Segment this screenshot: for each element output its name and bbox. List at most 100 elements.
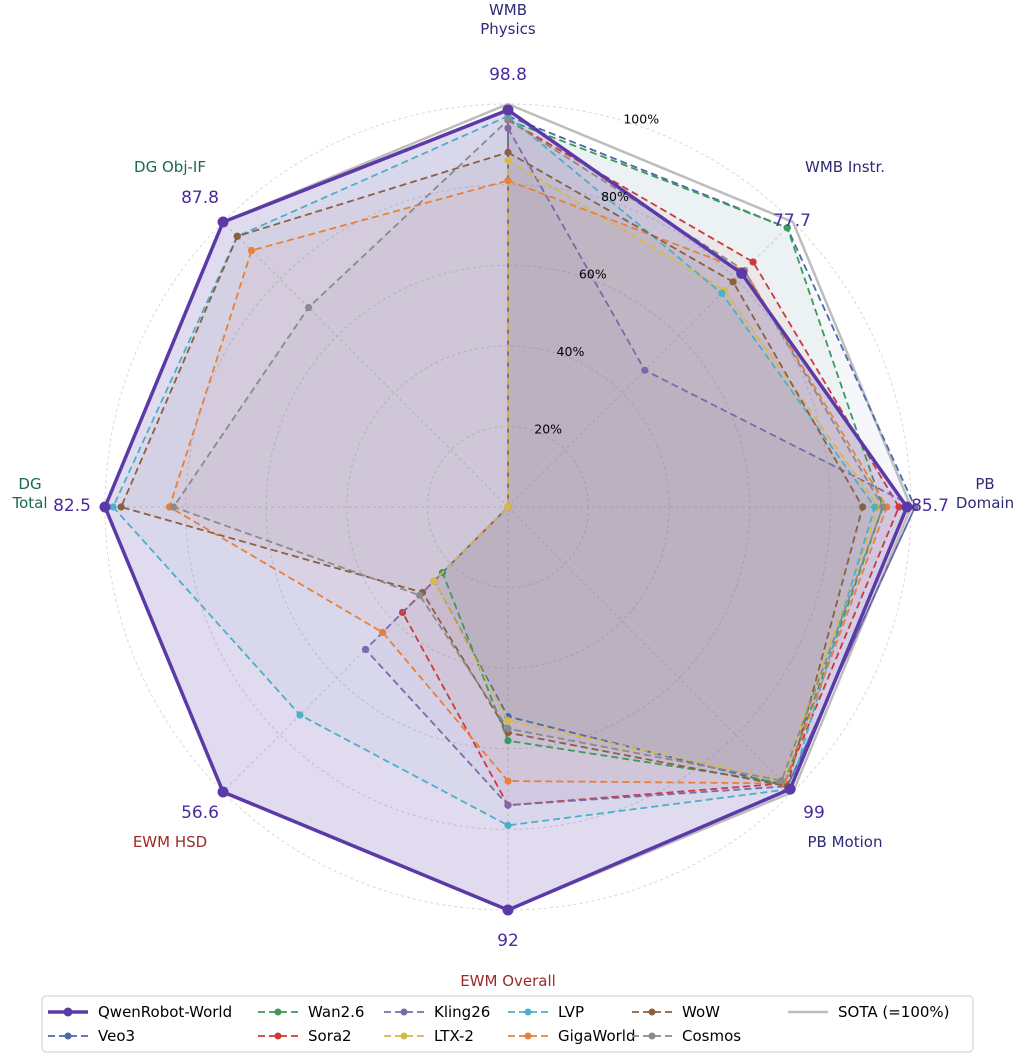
legend-entry: WoW [632, 1003, 720, 1021]
legend-entry: Veo3 [48, 1027, 135, 1045]
legend-marker [400, 1032, 408, 1040]
legend-entry: LTX-2 [384, 1027, 474, 1045]
axis-label: DG Obj-IF [134, 158, 206, 176]
legend-marker [524, 1008, 532, 1016]
series-point [504, 725, 512, 733]
radial-tick-label: 60% [579, 267, 607, 282]
series-point [361, 645, 370, 654]
series-point [783, 224, 791, 232]
series-fill-3 [402, 120, 899, 806]
series-point [504, 124, 512, 132]
legend-label: SOTA (=100%) [838, 1003, 950, 1021]
series-point [718, 289, 726, 297]
legend-entry: GigaWorld [508, 1027, 636, 1045]
series-line-4 [364, 127, 916, 807]
series-point [296, 711, 304, 719]
series-fill-1 [433, 116, 916, 787]
series-point [777, 776, 786, 785]
series-point [879, 503, 887, 511]
series-point [504, 801, 512, 809]
radial-tick-label: 100% [623, 112, 659, 127]
series-line-5 [433, 159, 880, 782]
series-point [641, 366, 649, 374]
grid-circle [346, 345, 670, 669]
series-point [504, 156, 512, 165]
legend-label: WoW [682, 1003, 720, 1021]
radial-tick-label: 40% [557, 344, 585, 359]
legend-label: QwenRobot-World [98, 1003, 232, 1021]
axis-value-label: 85.7 [911, 496, 949, 516]
axis-value-label: 87.8 [181, 188, 219, 208]
legend-marker [524, 1032, 532, 1040]
legend-entry: Sora2 [258, 1027, 352, 1045]
axis-label: DG Total [11, 475, 47, 512]
axis-value-label: 98.8 [489, 65, 527, 85]
legend-label: Kling26 [434, 1003, 490, 1021]
legend-entry: Wan2.6 [258, 1003, 364, 1021]
legend-label: Cosmos [682, 1027, 741, 1045]
series-point [99, 501, 111, 513]
legend-label: LTX-2 [434, 1027, 474, 1045]
series-point [859, 503, 867, 511]
series-fill-5 [433, 160, 879, 781]
axis-label: PB Motion [808, 833, 883, 851]
legend-marker [648, 1032, 656, 1040]
legend-entry: QwenRobot-World [48, 1003, 232, 1021]
series-point [911, 503, 919, 511]
legend-marker [274, 1032, 282, 1040]
legend-entry: LVP [508, 1003, 584, 1021]
series-point [736, 267, 748, 279]
radial-ticks: 20% 40% 60% 80% 100% [534, 112, 659, 437]
legend-label: Veo3 [98, 1027, 135, 1045]
grid-spoke [222, 221, 509, 508]
legend-box [41, 995, 974, 1053]
legend-label: LVP [558, 1003, 584, 1021]
series-fill-4 [365, 128, 916, 806]
legend-marker [64, 1032, 72, 1040]
series-point [379, 628, 387, 636]
series-point [217, 786, 229, 798]
legend-marker [274, 1008, 282, 1016]
axis-label: PB Domain [956, 475, 1014, 512]
axis-label: EWM HSD [133, 833, 207, 851]
series-point [504, 503, 512, 511]
legend-entry: SOTA (=100%) [788, 1003, 950, 1021]
legend-marker [648, 1008, 656, 1016]
series-point [504, 716, 512, 725]
legend-entry: Cosmos [632, 1027, 741, 1045]
series-fill-6 [113, 116, 875, 826]
axis-value-label: 99 [803, 803, 825, 823]
axis-label: WMB Instr. [805, 158, 885, 176]
series-point [502, 104, 514, 116]
axis-value-label: 56.6 [181, 803, 219, 823]
series-fill-2 [442, 120, 883, 784]
series-point [233, 232, 241, 240]
series-point [169, 503, 178, 511]
series-fill-9 [173, 120, 883, 781]
grid-spoke [507, 506, 794, 793]
legend-marker [400, 1008, 408, 1016]
series-fill-7 [169, 180, 887, 784]
legend-label: Sora2 [308, 1027, 352, 1045]
radial-tick-label: 80% [601, 189, 629, 204]
axis-labels: WMB Physics 98.8 WMB Instr. 77.7 PB Domain 85.7… [11, 1, 1014, 990]
axis-value-label: 82.5 [53, 496, 91, 516]
series-point [304, 303, 313, 312]
axis-label: WMB Physics [480, 1, 536, 38]
legend-label: GigaWorld [558, 1027, 636, 1045]
series-point [504, 737, 512, 745]
radial-tick-label: 20% [534, 422, 562, 437]
series-point [504, 148, 512, 156]
legend-label: Wan2.6 [308, 1003, 364, 1021]
series-point [117, 503, 125, 511]
series-point [430, 577, 438, 585]
series-point [784, 783, 796, 795]
series-point [247, 246, 256, 255]
series-point [504, 176, 512, 185]
series-point [895, 503, 903, 511]
series-point [504, 821, 512, 829]
axis-label: EWM Overall [460, 972, 556, 990]
series-lines [99, 102, 919, 916]
series-fills [105, 110, 916, 911]
